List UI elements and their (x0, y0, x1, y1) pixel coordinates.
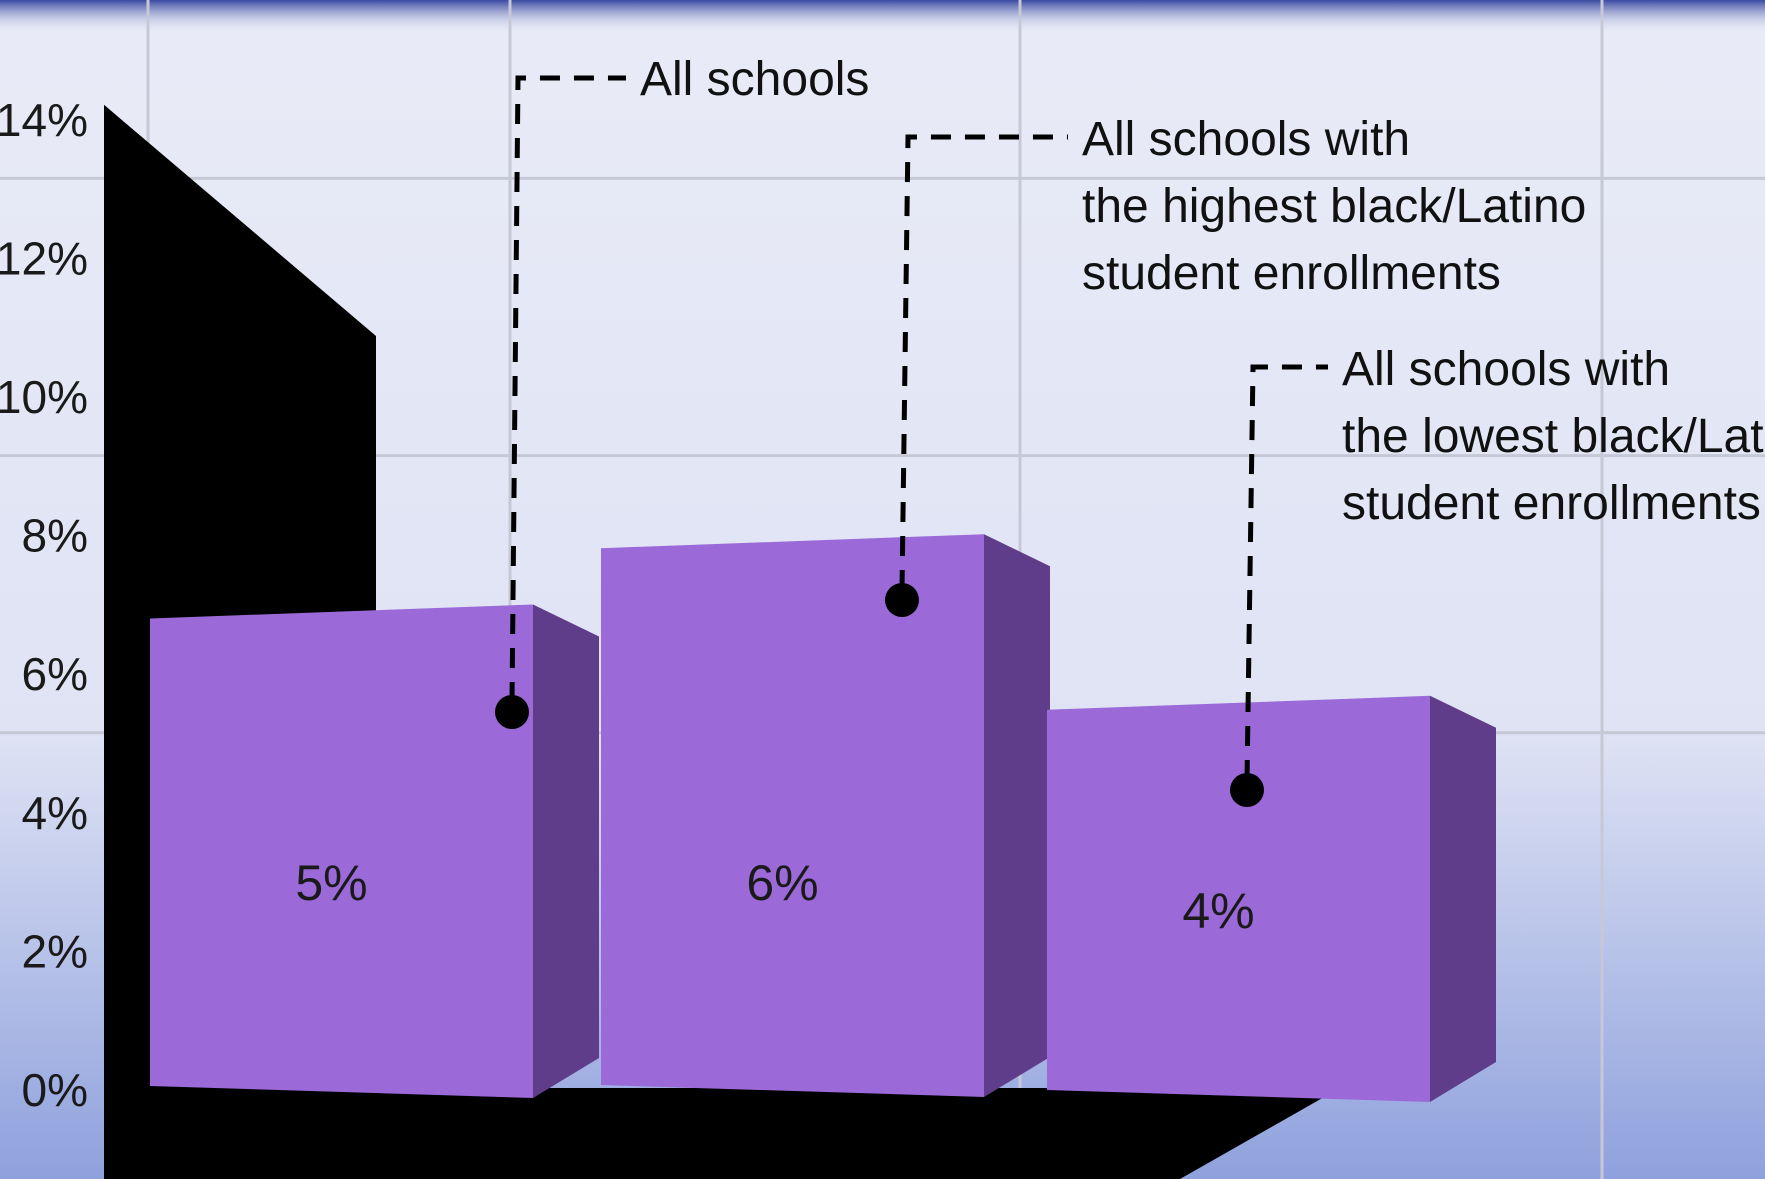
bars: 5% 6% 4% (150, 534, 1496, 1102)
y-axis-ticks: 0% 2% 4% 6% 8% 10% 12% 14% (0, 94, 88, 1116)
annotation-text: student enrollments (1342, 477, 1761, 530)
annotation-callout: All schools (495, 53, 869, 729)
y-tick-label: 4% (22, 787, 88, 839)
annotation-callout: All schools with the highest black/Latino… (885, 113, 1586, 617)
bar-front-face (1047, 695, 1430, 1102)
annotation-text: All schools with (1082, 113, 1410, 166)
y-tick-label: 10% (0, 371, 88, 423)
bar-side-face (984, 534, 1050, 1097)
bar-value-label: 4% (1182, 883, 1254, 939)
bar: 6% (601, 534, 1050, 1097)
annotation-text: All schools with (1342, 343, 1670, 396)
floor (104, 1088, 1340, 1179)
bar-side-face (533, 604, 599, 1098)
annotation-callout: All schools with the lowest black/Latino s… (1230, 343, 1765, 807)
leader-dot (495, 695, 529, 729)
y-tick-label: 8% (22, 510, 88, 562)
bar-front-face (601, 534, 984, 1097)
y-tick-label: 14% (0, 94, 88, 146)
bar: 4% (1047, 695, 1496, 1102)
y-tick-label: 12% (0, 232, 88, 284)
annotations: All schools All schools with the highest b… (495, 53, 1765, 807)
leader-line (509, 75, 626, 703)
bar-value-label: 5% (295, 855, 367, 911)
annotation-text: All schools (640, 53, 869, 106)
leader-line (1244, 364, 1328, 781)
annotation-text: the highest black/Latino (1082, 180, 1586, 233)
leader-line (899, 134, 1068, 591)
y-tick-label: 2% (22, 925, 88, 977)
leader-dot (1230, 773, 1264, 807)
leader-dot (885, 583, 919, 617)
bar-side-face (1430, 695, 1496, 1102)
annotation-text: student enrollments (1082, 247, 1501, 300)
bar: 5% (150, 604, 599, 1098)
bar-value-label: 6% (746, 855, 818, 911)
annotation-text: the lowest black/Latino (1342, 410, 1765, 463)
y-tick-label: 6% (22, 648, 88, 700)
y-tick-label: 0% (22, 1064, 88, 1116)
top-frame-bar (0, 0, 1765, 34)
bar-front-face (150, 604, 533, 1098)
